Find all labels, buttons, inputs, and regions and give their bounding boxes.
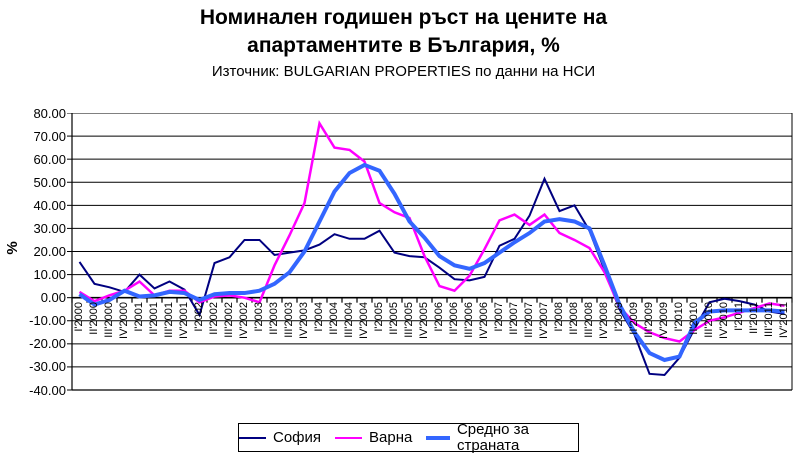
legend-item-1: Варна xyxy=(335,428,413,446)
plot-area xyxy=(67,113,793,391)
x-axis-tick-label: I'2002 xyxy=(193,301,205,332)
chart-title-line-1: Номинален годишен ръст на цените на xyxy=(199,6,608,29)
x-axis-tick-label: I'2008 xyxy=(553,301,565,332)
y-axis-tick-label: 0.00 xyxy=(40,290,66,306)
chart-title-block: Номинален годишен ръст на цените на апар… xyxy=(0,4,807,82)
y-axis-tick-label: -10.00 xyxy=(29,313,66,329)
y-axis-tick-label: 30.00 xyxy=(33,220,66,236)
y-axis-tick-label: 40.00 xyxy=(33,197,66,213)
x-axis-tick-label: IV'2001 xyxy=(178,301,190,339)
x-axis-tick-label: II'2011 xyxy=(748,301,760,334)
legend-label: Варна xyxy=(369,428,413,446)
x-axis-tick-label: III'2010 xyxy=(703,301,715,338)
x-axis-tick-label: IV'2008 xyxy=(598,301,610,339)
y-axis-tick-label: 70.00 xyxy=(33,128,66,144)
x-axis-tick-label: IV'2007 xyxy=(538,301,550,339)
x-axis-tick-label: III'2006 xyxy=(463,301,475,338)
x-axis-tick-label: II'2008 xyxy=(568,301,580,335)
legend-line-swatch xyxy=(335,436,363,439)
x-axis-tick-label: IV'2011 xyxy=(778,301,790,338)
x-axis-tick-label: II'2009 xyxy=(628,301,640,335)
x-axis-tick-label: III'2000 xyxy=(103,301,115,338)
x-axis-tick-label: I'2004 xyxy=(313,301,325,332)
y-axis-tick-label: 80.00 xyxy=(33,105,66,121)
chart-title-line-2: апартаментите в България, % xyxy=(247,34,560,57)
x-axis-tick-label: IV'2003 xyxy=(298,301,310,339)
x-axis-tick-label: II'2001 xyxy=(148,301,160,335)
y-axis-tick-label: 10.00 xyxy=(33,267,66,283)
legend-item-0: София xyxy=(239,428,322,446)
legend: София Варна Средно за страната xyxy=(238,420,579,454)
x-axis-tick-label: III'2002 xyxy=(223,301,235,338)
y-axis-tick-label: -20.00 xyxy=(29,336,66,352)
y-axis-tick-label: -40.00 xyxy=(29,382,66,398)
x-axis-tick-label: II'2000 xyxy=(88,301,100,335)
y-axis-tick-label: 20.00 xyxy=(33,244,66,259)
x-axis-tick-label: IV'2002 xyxy=(238,301,250,339)
x-axis-tick-label: III'2005 xyxy=(403,301,415,338)
series-line-2 xyxy=(78,162,785,363)
legend-item-2: Средно за страната xyxy=(426,420,578,454)
x-axis-tick-label: I'2003 xyxy=(253,301,265,332)
y-axis-tick-label: 50.00 xyxy=(33,174,66,190)
x-axis-tick-label: III'2011 xyxy=(763,301,775,337)
x-axis-tick-label: II'2004 xyxy=(328,301,340,335)
x-axis-tick-label: I'2007 xyxy=(493,301,505,332)
x-axis-tick-label: II'2002 xyxy=(208,301,220,335)
x-axis-tick-label: III'2009 xyxy=(643,301,655,338)
x-axis-tick-label: I'2009 xyxy=(613,301,625,332)
x-axis-tick-label: IV'2005 xyxy=(418,301,430,339)
x-axis-tick-label: IV'2006 xyxy=(478,301,490,339)
x-axis-tick-label: I'2011 xyxy=(733,301,745,331)
x-axis-tick-label: I'2006 xyxy=(433,301,445,332)
x-axis-tick-label: IV'2000 xyxy=(118,301,130,339)
y-axis-tick-label: 60.00 xyxy=(33,151,66,167)
series-line-0 xyxy=(78,176,785,377)
legend-line-swatch xyxy=(426,435,450,440)
x-axis-tick-label: IV'2009 xyxy=(658,301,670,339)
x-axis-tick-label: I'2000 xyxy=(73,301,85,332)
x-axis-tick-label: I'2010 xyxy=(673,301,685,332)
x-axis-tick-label: II'2005 xyxy=(388,301,400,335)
x-axis-tick-label: IV'2010 xyxy=(718,301,730,339)
legend-label: София xyxy=(273,428,322,446)
x-axis-tick-label: I'2001 xyxy=(133,301,145,332)
chart-subtitle: Източник: BULGARIAN PROPERTIES по данни … xyxy=(211,63,596,80)
x-axis-tick-label: IV'2004 xyxy=(358,301,370,339)
y-axis-tick-label: -30.00 xyxy=(29,359,66,375)
legend-line-swatch xyxy=(239,436,266,439)
x-axis-tick-label: III'2008 xyxy=(583,301,595,338)
x-axis-tick-label: III'2001 xyxy=(163,301,175,338)
x-axis-tick-label: II'2010 xyxy=(688,301,700,335)
x-axis-tick-label: III'2004 xyxy=(343,301,355,338)
x-axis-tick-label: II'2006 xyxy=(448,301,460,335)
x-axis-tick-label: II'2003 xyxy=(268,301,280,335)
x-axis-tick-label: III'2003 xyxy=(283,301,295,338)
legend-label: Средно за страната xyxy=(456,420,529,454)
x-axis-tick-label: III'2007 xyxy=(523,301,535,338)
x-axis-tick-label: I'2005 xyxy=(373,301,385,332)
x-axis-tick-label: II'2007 xyxy=(508,301,520,335)
